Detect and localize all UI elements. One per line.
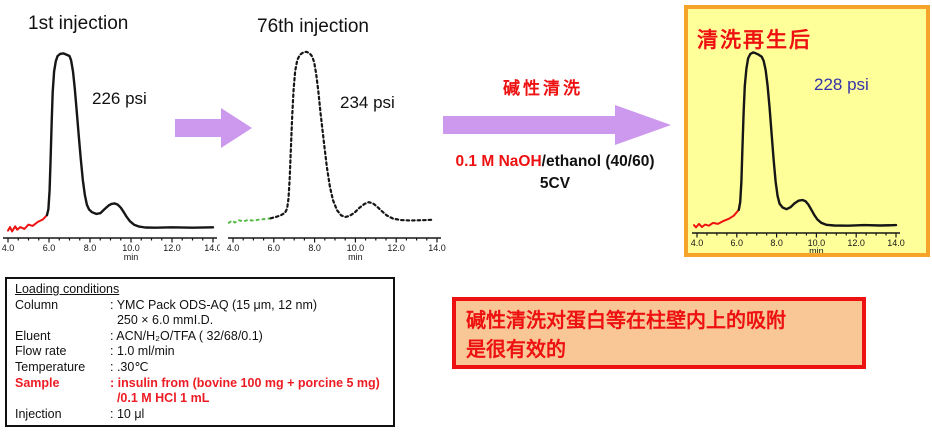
x-axis-unit-label: min [348, 252, 363, 262]
arrow-right-large-icon [443, 105, 671, 145]
x-tick-label: 6.0 [268, 243, 281, 253]
loading-condition-row: 250 × 6.0 mmI.D. [15, 313, 393, 329]
volume-label: 5CV [539, 175, 571, 192]
condition-label: Injection [15, 406, 62, 421]
trace-chromatogram [45, 52, 215, 229]
chart2-pressure-label: 234 psi [340, 93, 395, 112]
trace-chromatogram [269, 50, 433, 222]
x-tick-label: 12.0 [847, 238, 865, 248]
condition-label: Temperature [15, 359, 86, 374]
condition-value: : insulin from (bovine 100 mg + porcine … [110, 375, 380, 390]
x-tick-label: 4.0 [2, 243, 15, 253]
trace-baseline-noise [227, 217, 272, 224]
condition-value: : .30℃ [110, 359, 149, 374]
note-line1: 碱性清洗对蛋白等在柱壁内上的吸附 [466, 308, 786, 332]
condition-value: : YMC Pack ODS-AQ (15 μm, 12 nm) [110, 297, 318, 312]
x-tick-label: 8.0 [770, 238, 783, 248]
x-axis-unit-label: min [809, 246, 824, 253]
loading-condition-row: Sample : insulin from (bovine 100 mg + po… [15, 376, 393, 392]
loading-condition-row: Eluent : ACN/H₂O/TFA ( 32/68/0.1) [15, 329, 393, 345]
x-tick-label: 14.0 [204, 243, 220, 253]
x-tick-label: 8.0 [84, 243, 97, 253]
condition-value: /0.1 M HCl 1 mL [110, 391, 210, 406]
loading-conditions-heading: Loading conditions [15, 282, 120, 296]
condition-label [15, 313, 110, 329]
arrow-right-icon [175, 108, 252, 148]
loading-conditions-rows: Column : YMC Pack ODS-AQ (15 μm, 12 nm) 2… [15, 298, 393, 423]
loading-conditions-box: Loading conditions Column : YMC Pack ODS-… [5, 277, 395, 427]
chart1-title: 1st injection [28, 13, 129, 34]
chart1-pressure-label: 226 psi [92, 89, 147, 108]
condition-value: : 10 μl [110, 406, 145, 421]
x-tick-label: 10.0 [347, 243, 365, 253]
x-tick-label: 14.0 [428, 243, 446, 253]
chart3-pressure-label: 228 psi [814, 75, 869, 94]
condition-label: Eluent [15, 328, 51, 343]
x-tick-label: 12.0 [163, 243, 181, 253]
regenerated-panel: 清洗再生后 228 psi 4.0 6.0 8.0 10.0 12.0 14.0 min [684, 5, 930, 257]
condition-label: Flow rate [15, 344, 67, 359]
trace-baseline-noise [7, 214, 48, 233]
loading-condition-row: /0.1 M HCl 1 mL [15, 391, 393, 407]
condition-label: Sample [15, 375, 60, 390]
chart2-chromatogram-plot: 4.0 6.0 8.0 10.0 12.0 14.0 min [227, 50, 446, 262]
x-tick-label: 12.0 [387, 243, 405, 253]
condition-value: : ACN/H₂O/TFA ( 32/68/0.1) [110, 328, 263, 343]
chart1-chromatogram-plot: 4.0 6.0 8.0 10.0 12.0 14.0 min [2, 52, 220, 262]
chart3-title: 清洗再生后 [697, 27, 812, 52]
trace-chromatogram [737, 51, 898, 227]
loading-condition-row: Column : YMC Pack ODS-AQ (15 μm, 12 nm) [15, 298, 393, 314]
loading-condition-row: Temperature : .30℃ [15, 360, 393, 376]
x-tick-label: 10.0 [808, 238, 826, 248]
x-tick-label: 6.0 [731, 238, 744, 248]
condition-label [15, 391, 110, 407]
x-axis-unit-label: min [124, 252, 139, 262]
note-box: 碱性清洗对蛋白等在柱壁内上的吸附 是很有效的 [452, 297, 866, 369]
chart2-title: 76th injection [257, 16, 369, 37]
x-tick-label: 6.0 [43, 243, 56, 253]
condition-value: 250 × 6.0 mmI.D. [110, 313, 214, 328]
reagent-naoh: 0.1 M NaOH [455, 153, 542, 170]
reagent-line: 0.1 M NaOH/ethanol (40/60) [433, 153, 677, 171]
condition-value: : 1.0 ml/min [110, 344, 175, 359]
loading-condition-row: Injection : 10 μl [15, 407, 393, 423]
loading-condition-row: Flow rate : 1.0 ml/min [15, 344, 393, 360]
note-line2: 是很有效的 [466, 337, 566, 361]
x-tick-label: 4.0 [227, 243, 240, 253]
reagent-ethanol: /ethanol (40/60) [541, 153, 655, 170]
x-tick-label: 14.0 [887, 238, 905, 248]
trace-baseline-noise [693, 208, 740, 229]
x-tick-label: 8.0 [308, 243, 321, 253]
chart3-chromatogram-plot: 4.0 6.0 8.0 10.0 12.0 14.0 min [691, 51, 905, 253]
condition-label: Column [15, 297, 59, 312]
process-step-label: 碱性清洗 [503, 79, 583, 99]
x-tick-label: 10.0 [122, 243, 140, 253]
x-tick-label: 4.0 [691, 238, 704, 248]
